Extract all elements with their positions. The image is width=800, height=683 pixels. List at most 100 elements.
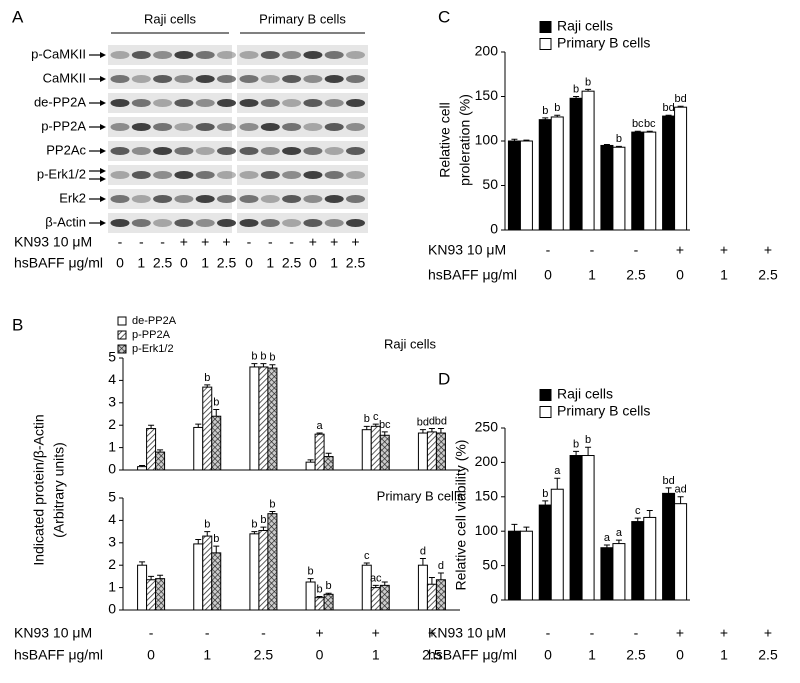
bar: [600, 144, 614, 231]
y-tick-label: 0: [490, 591, 498, 607]
blot-band: [303, 219, 323, 227]
error-bar: [204, 531, 211, 537]
blot-band: [260, 51, 280, 59]
bar: [612, 146, 626, 231]
blot-band: [195, 99, 215, 107]
legend-label: de-PP2A: [132, 315, 177, 327]
error-bar: [523, 526, 530, 532]
blot-band: [195, 171, 215, 179]
error-bar: [251, 531, 258, 534]
blot-band: [239, 219, 259, 227]
y-tick-label: 100: [475, 132, 499, 148]
arrow-head: [100, 148, 106, 154]
blot-group-label: Raji cells: [144, 11, 197, 26]
blot-group-label: Primary B cells: [259, 11, 346, 26]
significance-label: b: [542, 105, 548, 117]
treatment-label: hsBAFF μg/ml: [14, 255, 103, 271]
error-bar: [665, 114, 672, 117]
error-bar: [646, 130, 653, 133]
blot-strip: [237, 213, 368, 233]
panel-label: B: [12, 315, 23, 334]
significance-label: b: [251, 519, 257, 531]
blot-band: [282, 195, 302, 203]
bar: [662, 492, 676, 601]
bar: [193, 426, 204, 471]
significance-label: b: [251, 351, 257, 363]
error-bar: [585, 446, 592, 456]
error-bar: [148, 575, 155, 580]
blot-band: [260, 171, 280, 179]
significance-label: b: [616, 133, 622, 145]
bar: [258, 366, 269, 471]
legend-label: Raji cells: [557, 18, 613, 34]
bar: [612, 543, 626, 601]
blot-band: [282, 75, 302, 83]
treatment-value: 0: [309, 255, 317, 271]
y-tick-label: 1: [108, 578, 116, 594]
blot-strip: [108, 213, 232, 233]
blot-band: [217, 147, 236, 155]
treatment-label: hsBAFF μg/ml: [14, 647, 103, 663]
treatment-value: 0: [544, 267, 552, 283]
error-bar: [316, 596, 323, 598]
bar: [146, 428, 157, 471]
error-bar: [195, 538, 202, 544]
bar: [137, 564, 148, 611]
blot-band: [131, 99, 151, 107]
error-bar: [542, 117, 549, 120]
error-bar: [603, 544, 610, 548]
bar: [538, 504, 552, 601]
treatment-value: -: [268, 234, 273, 250]
treatment-value: -: [261, 625, 266, 641]
treatment-value: 1: [588, 267, 596, 283]
treatment-label: KN93 10 μM: [14, 625, 92, 641]
blot-band: [324, 171, 344, 179]
blot-band: [195, 195, 215, 203]
bar: [569, 97, 583, 231]
treatment-value: -: [634, 625, 639, 641]
treatment-value: -: [590, 242, 595, 258]
blot-band: [346, 219, 365, 227]
error-bar: [419, 429, 426, 434]
error-bar: [428, 428, 435, 432]
blot-strip: [108, 165, 232, 185]
error-bar: [585, 88, 592, 92]
error-bar: [381, 431, 388, 436]
blot-row-label: p-CaMKII: [31, 46, 86, 61]
bar: [314, 433, 325, 471]
bar: [314, 597, 325, 611]
blot-band: [324, 219, 344, 227]
blot-band: [217, 195, 236, 203]
significance-label: b: [269, 352, 275, 364]
error-bar: [372, 423, 379, 427]
significance-label: b: [213, 396, 219, 408]
treatment-value: 0: [116, 255, 124, 271]
y-axis-label: Relative cell: [437, 102, 453, 177]
error-bar: [573, 96, 580, 99]
treatment-value: 1: [266, 255, 274, 271]
significance-label: b: [542, 488, 548, 500]
y-tick-label: 2: [108, 556, 116, 572]
bar: [305, 461, 316, 471]
y-tick-label: 250: [475, 419, 499, 435]
treatment-value: 2.5: [254, 647, 274, 663]
error-bar: [325, 592, 332, 595]
significance-label: ad: [674, 484, 686, 496]
treatment-value: 1: [203, 647, 211, 663]
treatment-value: 2.5: [282, 255, 302, 271]
blot-band: [153, 147, 173, 155]
blot-band: [217, 75, 236, 83]
treatment-value: 2.5: [346, 255, 366, 271]
blot-band: [174, 171, 194, 179]
treatment-label: KN93 10 μM: [428, 242, 506, 258]
significance-label: a: [616, 527, 623, 539]
treatment-value: +: [720, 242, 728, 258]
blot-band: [260, 195, 280, 203]
blot-band: [217, 171, 236, 179]
significance-label: d: [438, 560, 444, 572]
y-tick-label: 0: [490, 221, 498, 237]
bar: [211, 415, 222, 471]
blot-band: [217, 99, 236, 107]
blot-band: [260, 123, 280, 131]
